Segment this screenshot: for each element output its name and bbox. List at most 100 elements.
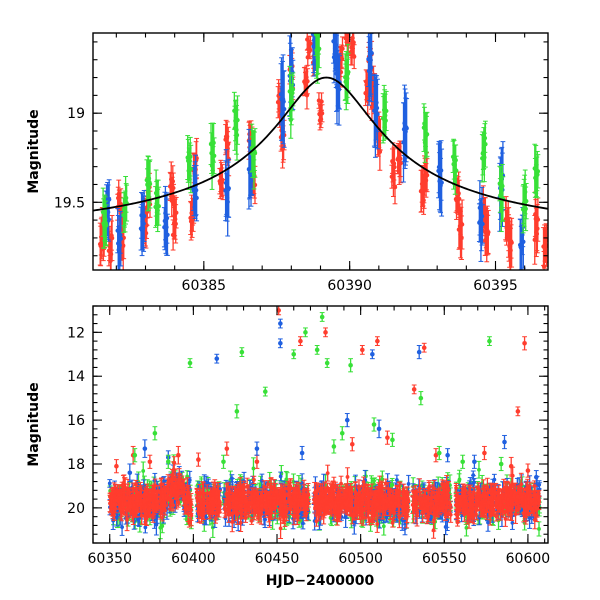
top-data-point	[319, 104, 325, 123]
outlier-data-point	[234, 404, 240, 419]
top-data-point	[188, 144, 194, 194]
outlier-data-point	[498, 456, 504, 472]
outlier-data-point	[471, 454, 477, 469]
outlier-data-point	[349, 437, 355, 452]
x-tick-label: 60600	[506, 551, 551, 567]
outlier-data-point	[291, 349, 297, 360]
outlier-data-point	[142, 439, 148, 458]
top-data-point	[118, 210, 124, 267]
x-tick-label: 60390	[327, 278, 372, 294]
outlier-data-point	[445, 448, 451, 463]
top-data-point	[316, 33, 322, 69]
outlier-data-point	[152, 426, 158, 441]
outlier-data-point	[277, 318, 283, 329]
outlier-data-point	[299, 445, 305, 461]
top-y-axis-label: Magnitude	[26, 109, 42, 193]
outlier-data-point	[522, 336, 527, 351]
top-data-point	[305, 68, 310, 95]
top-data-point	[404, 98, 410, 159]
outlier-data-point	[339, 426, 345, 441]
outlier-data-point	[359, 345, 365, 355]
outlier-data-point	[390, 432, 395, 447]
outlier-data-point	[239, 347, 245, 357]
top-data-point	[235, 95, 240, 145]
x-tick-label: 60450	[255, 551, 300, 567]
outlier-data-point	[214, 353, 220, 364]
top-light-curve-panel: 60385 60390 60395 19 19.5 Magnitude	[26, 32, 549, 294]
outlier-data-point	[344, 413, 350, 428]
outlier-data-point	[502, 434, 507, 450]
top-data-point	[453, 155, 459, 186]
outlier-data-point	[421, 342, 427, 353]
outlier-data-point	[175, 445, 181, 465]
bottom-x-axis-label: HJD−2400000	[266, 573, 375, 589]
top-data-point	[485, 209, 491, 255]
baseline-data-point	[278, 465, 284, 483]
top-data-point	[351, 44, 357, 70]
y-tick-label: 19	[67, 106, 85, 122]
bottom-light-curve-panel: 60350 60400 60450 60500 60550 60600 12 14 16 18 20…	[26, 305, 551, 589]
top-data-point	[424, 158, 430, 193]
bottom-panel-data-points	[107, 306, 542, 540]
outlier-data-point	[418, 391, 424, 406]
outlier-data-point	[187, 358, 193, 368]
top-data-point	[480, 204, 485, 244]
outlier-data-point	[147, 454, 153, 469]
top-data-point	[535, 154, 541, 189]
outlier-data-point	[411, 384, 417, 395]
top-data-point	[281, 70, 287, 148]
top-data-point	[252, 128, 258, 178]
outlier-data-point	[348, 358, 354, 373]
top-data-point	[383, 90, 389, 132]
x-tick-label: 60385	[182, 278, 227, 294]
top-data-point	[109, 214, 115, 262]
top-data-point	[194, 174, 200, 222]
top-data-point	[103, 204, 109, 247]
x-tick-label: 60400	[171, 551, 216, 567]
outlier-data-point	[487, 336, 492, 346]
baseline-data-point	[456, 473, 462, 489]
top-panel-data-points	[97, 33, 548, 270]
outlier-data-point	[460, 454, 466, 469]
outlier-data-point	[195, 452, 201, 467]
top-data-point	[375, 78, 380, 150]
outlier-data-point	[319, 312, 325, 322]
y-tick-label: 20	[67, 501, 85, 517]
top-data-point	[343, 33, 349, 34]
outlier-data-point	[369, 349, 375, 360]
top-data-point	[173, 196, 179, 229]
top-data-point	[106, 179, 112, 220]
y-tick-label: 16	[67, 413, 85, 429]
top-data-point	[544, 224, 548, 267]
outlier-data-point	[525, 463, 531, 478]
top-data-point	[424, 111, 430, 157]
top-data-point	[523, 182, 529, 220]
outlier-data-point	[314, 345, 320, 355]
baseline-data-point	[536, 521, 542, 537]
x-tick-label: 60350	[87, 551, 132, 567]
baseline-data-point	[476, 460, 482, 479]
microlensing-model-curve	[93, 76, 548, 212]
outlier-data-point	[385, 430, 390, 445]
outlier-data-point	[331, 439, 337, 454]
outlier-data-point	[277, 338, 283, 349]
outlier-data-point	[323, 327, 328, 338]
outlier-data-point	[254, 441, 260, 456]
top-data-point	[211, 137, 217, 175]
outlier-data-point	[262, 386, 268, 397]
outlier-data-point	[298, 336, 303, 346]
top-data-point	[378, 118, 383, 151]
x-tick-label: 60395	[473, 278, 518, 294]
top-data-point	[369, 33, 375, 81]
y-tick-label: 19.5	[54, 195, 85, 211]
top-data-point	[439, 148, 445, 217]
top-data-point	[392, 170, 398, 205]
top-panel-ticks: 60385 60390 60395 19 19.5	[54, 33, 548, 294]
outlier-data-point	[254, 454, 260, 469]
outlier-data-point	[515, 406, 521, 417]
x-tick-label: 60500	[338, 551, 383, 567]
y-tick-label: 18	[67, 457, 85, 473]
outlier-data-point	[482, 445, 487, 461]
top-data-point	[509, 217, 515, 268]
